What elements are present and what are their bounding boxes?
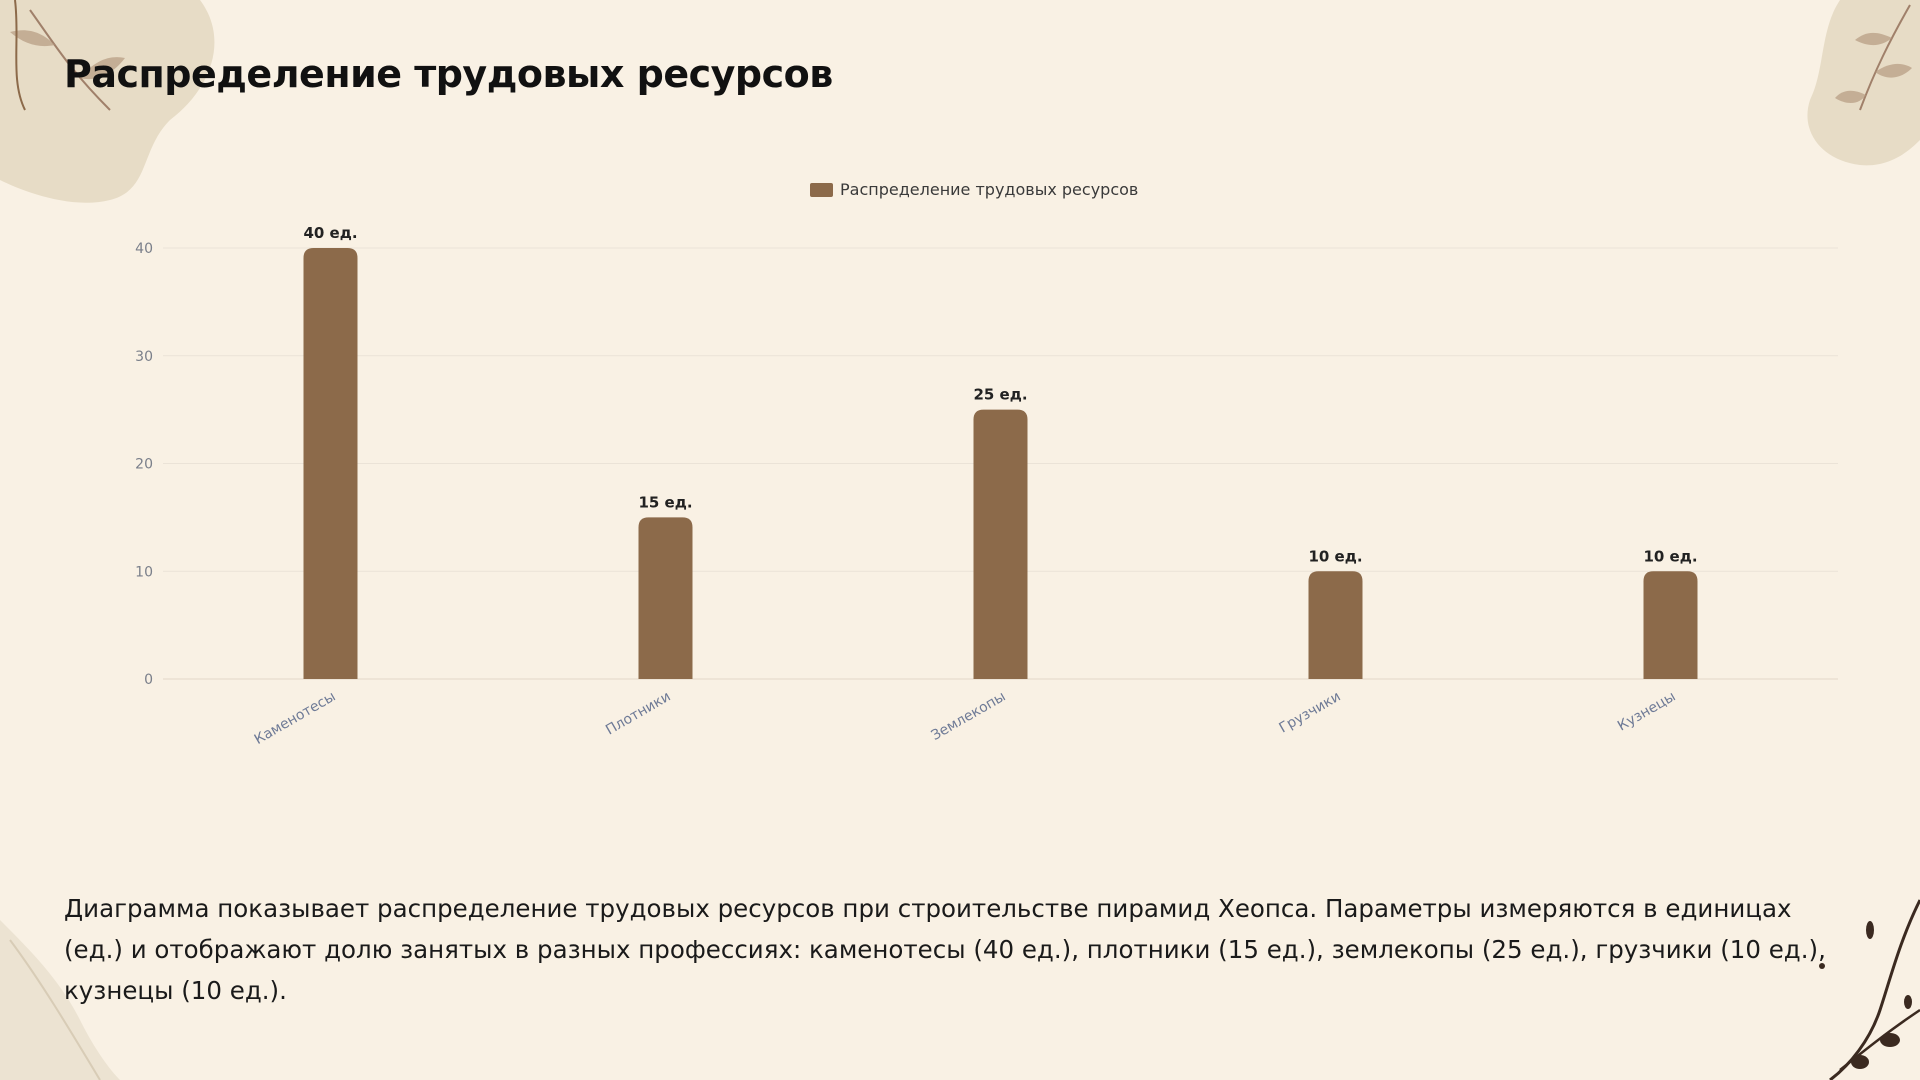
slide-caption: Диаграмма показывает распределение трудо… (64, 894, 1826, 1005)
y-tick-label: 20 (135, 457, 153, 473)
x-category-label: Плотники (603, 689, 673, 739)
data-label: 25 ед. (973, 386, 1027, 404)
bar (973, 409, 1028, 679)
bar-chart: Распределение трудовых ресурсов 0 10 20 30 4… (135, 180, 1838, 748)
bar (638, 517, 693, 679)
y-axis-ticks: 0 10 20 30 40 (135, 241, 153, 688)
x-category-label: Землекопы (929, 689, 1009, 744)
legend-swatch (810, 183, 833, 197)
chart-legend: Распределение трудовых ресурсов (810, 180, 1138, 199)
data-label: 40 ед. (303, 224, 357, 242)
data-label: 10 ед. (1643, 547, 1697, 565)
y-tick-label: 30 (135, 349, 153, 365)
x-axis-labels: Каменотесы Плотники Землекопы Грузчики Кузне… (252, 689, 1679, 748)
y-tick-label: 40 (135, 241, 153, 257)
bar (303, 248, 358, 679)
x-category-label: Кузнецы (1615, 689, 1678, 735)
chart-bars (303, 248, 1698, 679)
data-labels: 40 ед. 15 ед. 25 ед. 10 ед. 10 ед. (303, 224, 1697, 565)
x-category-label: Грузчики (1277, 689, 1344, 737)
y-tick-label: 10 (135, 564, 153, 580)
bar (1308, 571, 1363, 679)
x-category-label: Каменотесы (252, 689, 339, 748)
data-label: 10 ед. (1308, 547, 1362, 565)
data-label: 15 ед. (638, 493, 692, 511)
legend-label: Распределение трудовых ресурсов (840, 180, 1138, 199)
slide-title: Распределение трудовых ресурсов (64, 52, 833, 96)
bar (1643, 571, 1698, 679)
y-tick-label: 0 (144, 672, 153, 688)
